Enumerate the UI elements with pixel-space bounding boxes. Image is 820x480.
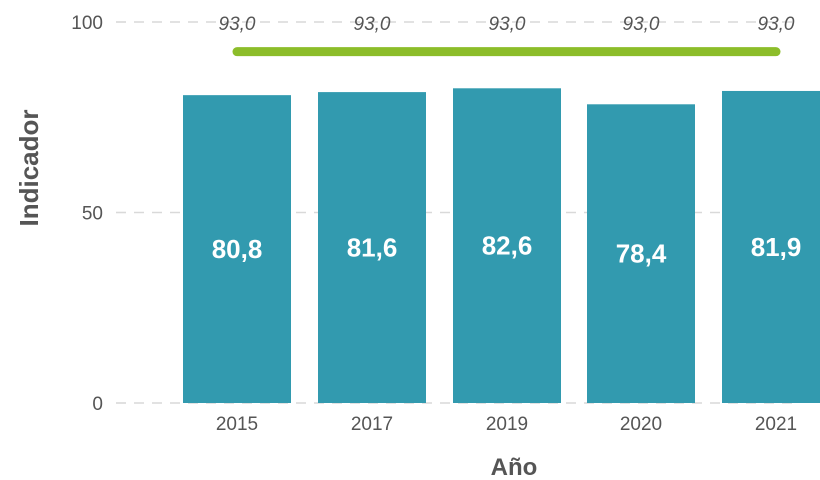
- target-label: 93,0: [219, 14, 256, 35]
- bar-value-label: 82,6: [482, 231, 533, 261]
- target-label: 93,0: [758, 14, 795, 35]
- bar-2020: [587, 104, 695, 404]
- x-tick-label: 2019: [486, 414, 528, 435]
- bar-2017: [318, 92, 426, 403]
- x-tick-label: 2021: [755, 414, 797, 435]
- x-tick-label: 2020: [620, 414, 662, 435]
- bar-value-labels: 80,8 81,6 82,6 78,4 81,9: [212, 231, 802, 269]
- y-tick-label: 50: [82, 204, 103, 225]
- y-tick-label: 0: [92, 394, 103, 415]
- x-axis-ticks: 2015 2017 2019 2020 2021: [216, 414, 797, 435]
- target-label: 93,0: [623, 14, 660, 35]
- target-label: 93,0: [354, 14, 391, 35]
- bar-2019: [453, 88, 561, 403]
- bar-2015: [183, 95, 291, 403]
- y-tick-label: 100: [71, 13, 103, 34]
- target-line-group: 93,0 93,0 93,0 93,0 93,0: [219, 14, 795, 57]
- bar-value-label: 81,6: [347, 233, 398, 263]
- bar-2021: [722, 90, 820, 403]
- bar-value-label: 80,8: [212, 234, 263, 264]
- target-label: 93,0: [489, 14, 526, 35]
- bar-value-label: 78,4: [616, 239, 667, 269]
- y-axis-ticks: 0 50 100: [71, 13, 103, 415]
- x-tick-label: 2017: [351, 414, 393, 435]
- bar-value-label: 81,9: [751, 232, 802, 262]
- y-axis-title: Indicador: [14, 109, 44, 226]
- x-tick-label: 2015: [216, 414, 258, 435]
- bars: [183, 88, 820, 404]
- x-axis-title: Año: [491, 454, 538, 480]
